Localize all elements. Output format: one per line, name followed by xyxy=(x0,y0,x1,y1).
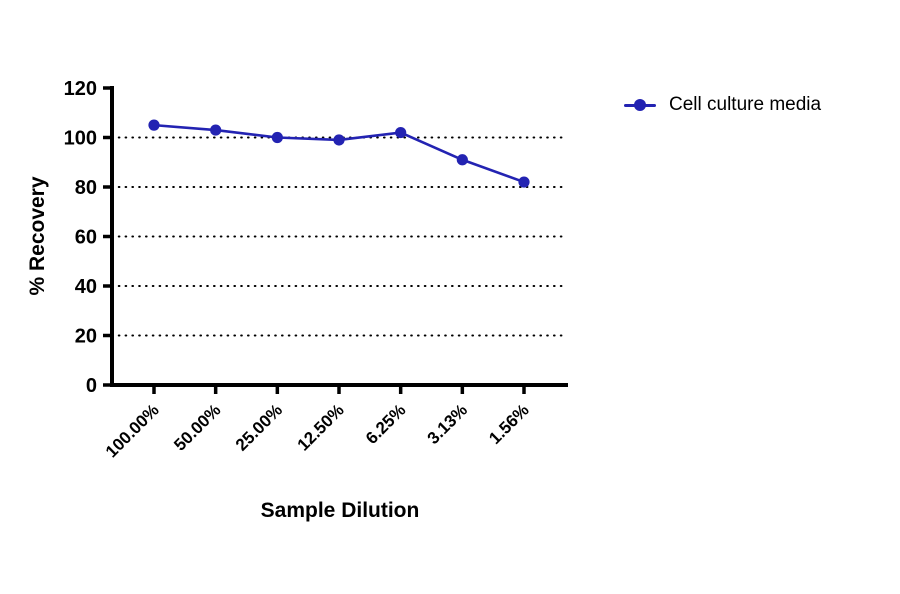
data-series xyxy=(148,119,530,188)
data-point-1.56% xyxy=(518,176,530,188)
y-tick-label-120: 120 xyxy=(64,78,97,100)
legend-label: Cell culture media xyxy=(669,94,822,115)
y-tick-label-60: 60 xyxy=(75,227,97,249)
legend-marker-line xyxy=(624,99,656,111)
data-point-12.50% xyxy=(333,134,345,146)
data-point-3.13% xyxy=(456,154,468,166)
x-tick-label-5: 3.13% xyxy=(424,400,472,448)
y-axis-title: % Recovery xyxy=(26,176,49,295)
y-axis-ticks: 0 20 40 60 80 100 120 xyxy=(64,78,112,397)
x-tick-label-1: 50.00% xyxy=(170,400,224,454)
data-point-25.00% xyxy=(271,131,283,144)
data-point-50.00% xyxy=(210,124,222,136)
y-tick-label-100: 100 xyxy=(64,128,97,150)
legend-marker-dot xyxy=(634,99,646,111)
legend: Cell culture media xyxy=(624,94,821,116)
series-line-0 xyxy=(152,123,526,184)
x-tick-label-6: 1.56% xyxy=(485,400,533,448)
data-point-6.25% xyxy=(395,126,407,139)
y-tick-label-80: 80 xyxy=(75,177,97,199)
x-axis-ticks: 100.00% 50.00% 25.00% 12.50% 6.25% 3.13% 1.56% xyxy=(102,385,533,461)
data-point-100.00% xyxy=(148,119,160,131)
x-tick-label-4: 6.25% xyxy=(362,400,410,448)
x-tick-label-2: 25.00% xyxy=(232,400,286,454)
y-tick-label-40: 40 xyxy=(75,276,97,298)
x-tick-label-3: 12.50% xyxy=(294,400,348,454)
y-tick-label-0: 0 xyxy=(86,375,97,397)
gridlines xyxy=(110,136,568,337)
x-tick-label-0: 100.00% xyxy=(102,400,163,461)
x-axis-title: Sample Dilution xyxy=(261,499,420,522)
y-tick-label-20: 20 xyxy=(75,326,97,348)
